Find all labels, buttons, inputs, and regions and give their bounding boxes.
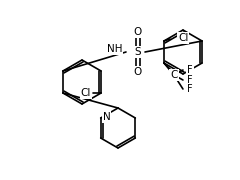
Text: NH: NH: [107, 44, 122, 54]
Text: F: F: [187, 75, 192, 85]
Text: C: C: [170, 70, 178, 80]
Text: Cl: Cl: [178, 33, 188, 43]
Text: Cl: Cl: [81, 88, 91, 98]
Text: O: O: [134, 67, 142, 77]
Text: S: S: [135, 47, 141, 57]
Text: F: F: [187, 84, 192, 94]
Text: N: N: [103, 112, 110, 122]
Text: F: F: [187, 65, 192, 75]
Text: O: O: [134, 27, 142, 37]
